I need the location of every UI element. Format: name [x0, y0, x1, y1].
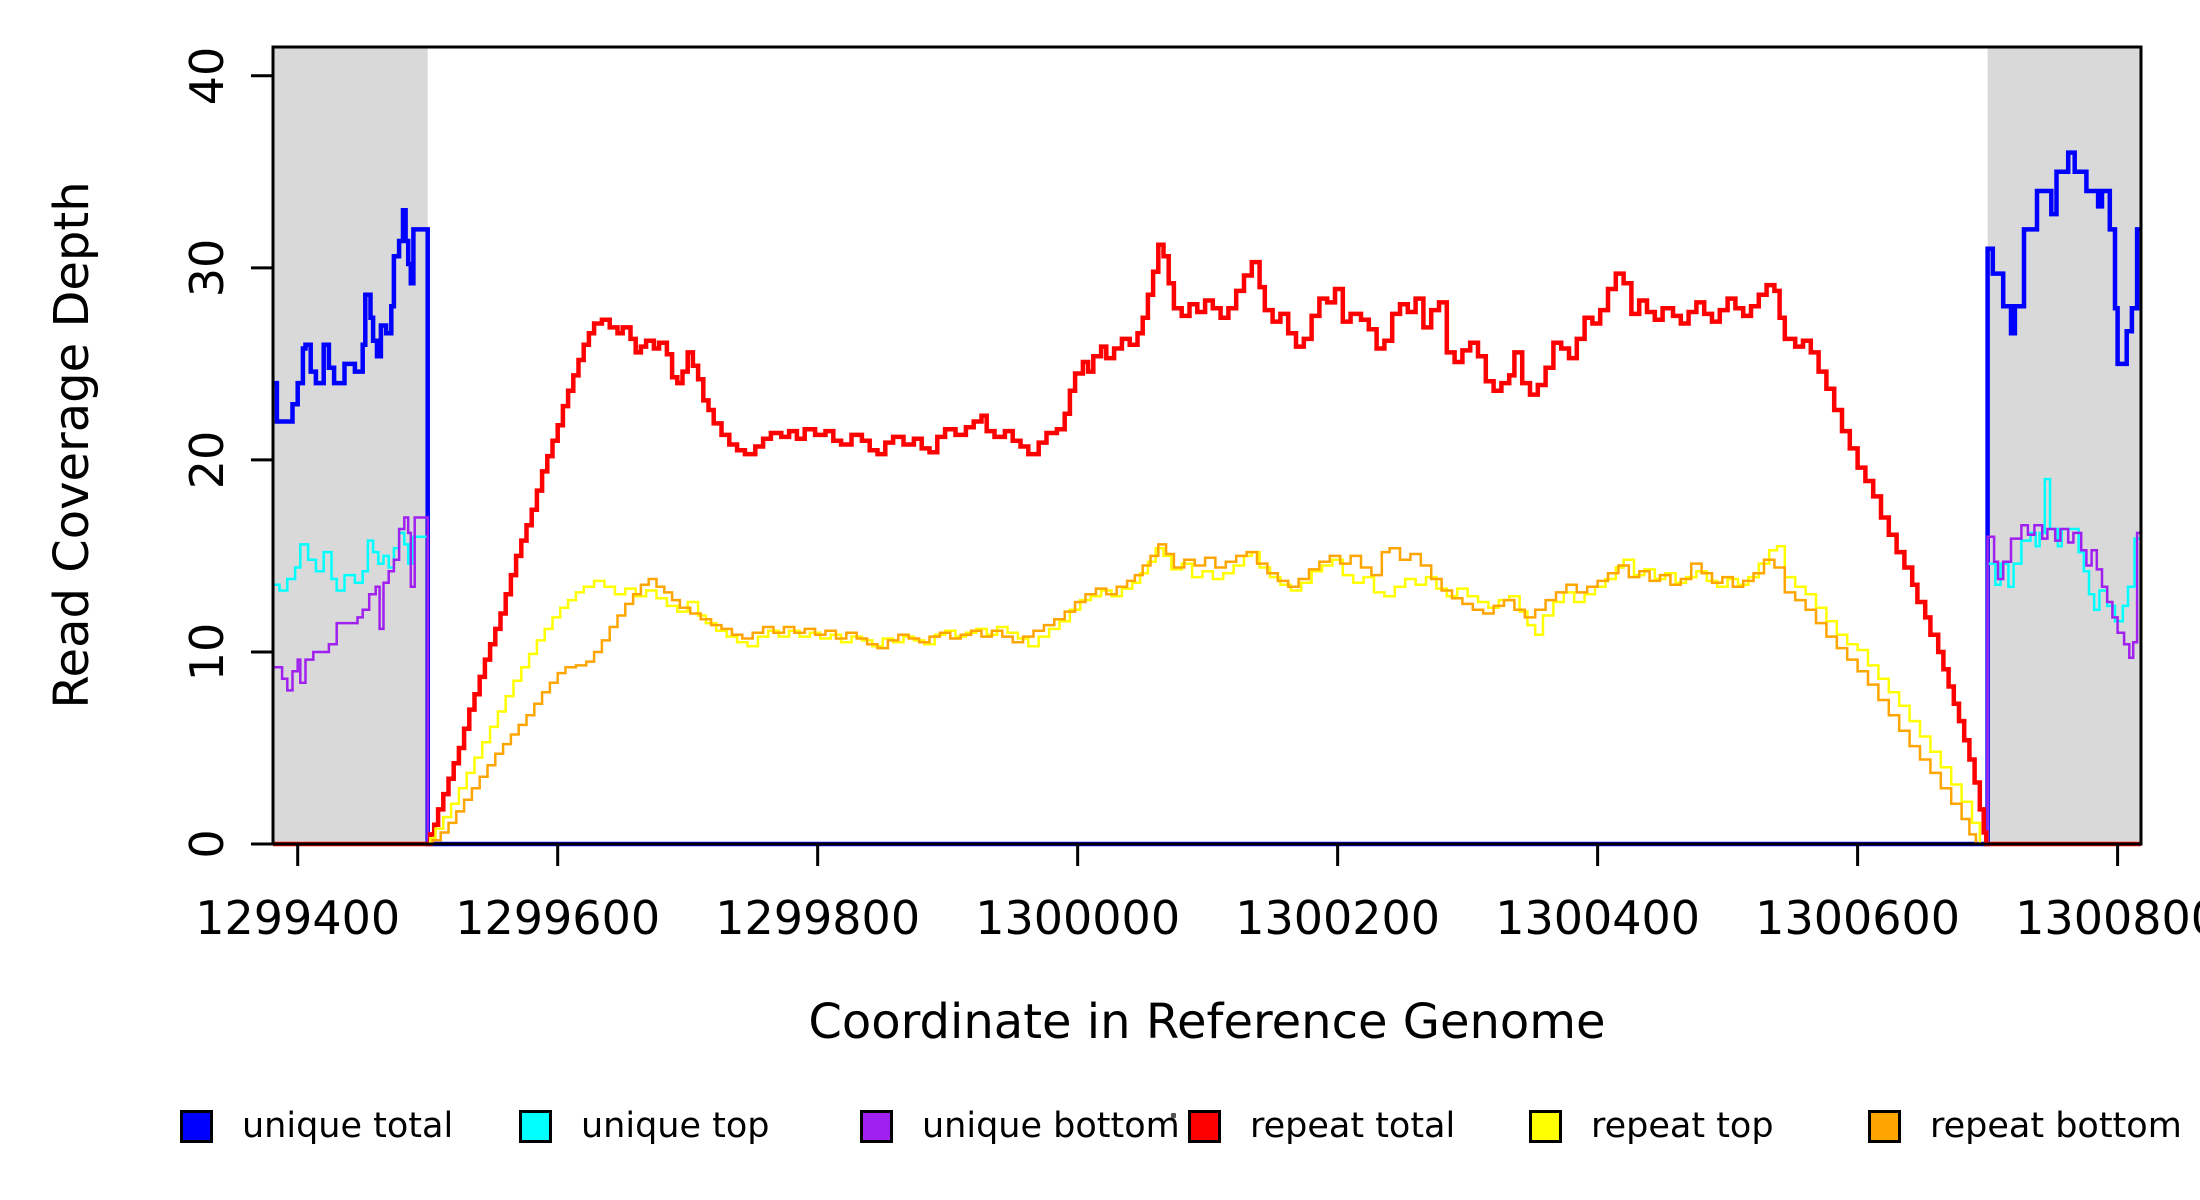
legend-item-unique-bottom: unique bottom	[860, 1108, 1180, 1144]
x-tick-label: 1299600	[455, 891, 661, 945]
x-tick-label: 1299400	[195, 891, 401, 945]
legend-swatch-unique-bottom	[860, 1109, 893, 1143]
legend-label: unique top	[581, 1106, 770, 1146]
series-line-unique-top	[273, 477, 2141, 846]
unique-flank-right	[1987, 47, 2141, 844]
legend-label: unique bottom	[922, 1106, 1180, 1146]
series-line-repeat-top	[273, 545, 2141, 846]
legend-label: unique total	[242, 1106, 454, 1146]
stray-mark	[1171, 1113, 1176, 1118]
y-tick-label: 0	[180, 829, 234, 859]
legend-label: repeat total	[1250, 1106, 1456, 1146]
legend-item-repeat-total: repeat total	[1188, 1108, 1455, 1144]
series-line-repeat-total	[273, 242, 2141, 847]
x-tick-label: 1299800	[715, 891, 921, 945]
y-tick-label: 20	[180, 430, 234, 490]
x-tick-label: 1300200	[1235, 891, 1441, 945]
legend-label: repeat top	[1591, 1106, 1774, 1146]
y-axis-title: Read Coverage Depth	[44, 181, 100, 709]
x-tick-label: 1300600	[1755, 891, 1961, 945]
x-tick-label: 1300800	[2015, 891, 2200, 945]
y-tick-label: 30	[180, 238, 234, 298]
x-tick-label: 1300000	[975, 891, 1181, 945]
legend-swatch-repeat-total	[1188, 1109, 1221, 1143]
legend-swatch-unique-total	[180, 1109, 213, 1143]
x-tick-label: 1300400	[1495, 891, 1701, 945]
y-tick-label: 10	[180, 622, 234, 682]
legend-swatch-unique-top	[519, 1109, 552, 1143]
legend-item-repeat-top: repeat top	[1529, 1108, 1774, 1144]
legend-item-unique-top: unique top	[519, 1108, 770, 1144]
legend-swatch-repeat-bottom	[1868, 1109, 1901, 1143]
legend-label: repeat bottom	[1930, 1106, 2182, 1146]
legend-item-repeat-bottom: repeat bottom	[1868, 1108, 2182, 1144]
legend-item-unique-total: unique total	[180, 1108, 453, 1144]
series-line-repeat-bottom	[273, 543, 2141, 846]
plot-border	[271, 45, 2143, 846]
legend-swatch-repeat-top	[1529, 1109, 1562, 1143]
x-axis-title: Coordinate in Reference Genome	[808, 994, 1606, 1050]
unique-flank-left	[273, 47, 428, 844]
series-line-unique-total	[273, 150, 2141, 847]
series-line-unique-bottom	[273, 516, 2141, 846]
y-tick-label: 40	[180, 46, 234, 106]
